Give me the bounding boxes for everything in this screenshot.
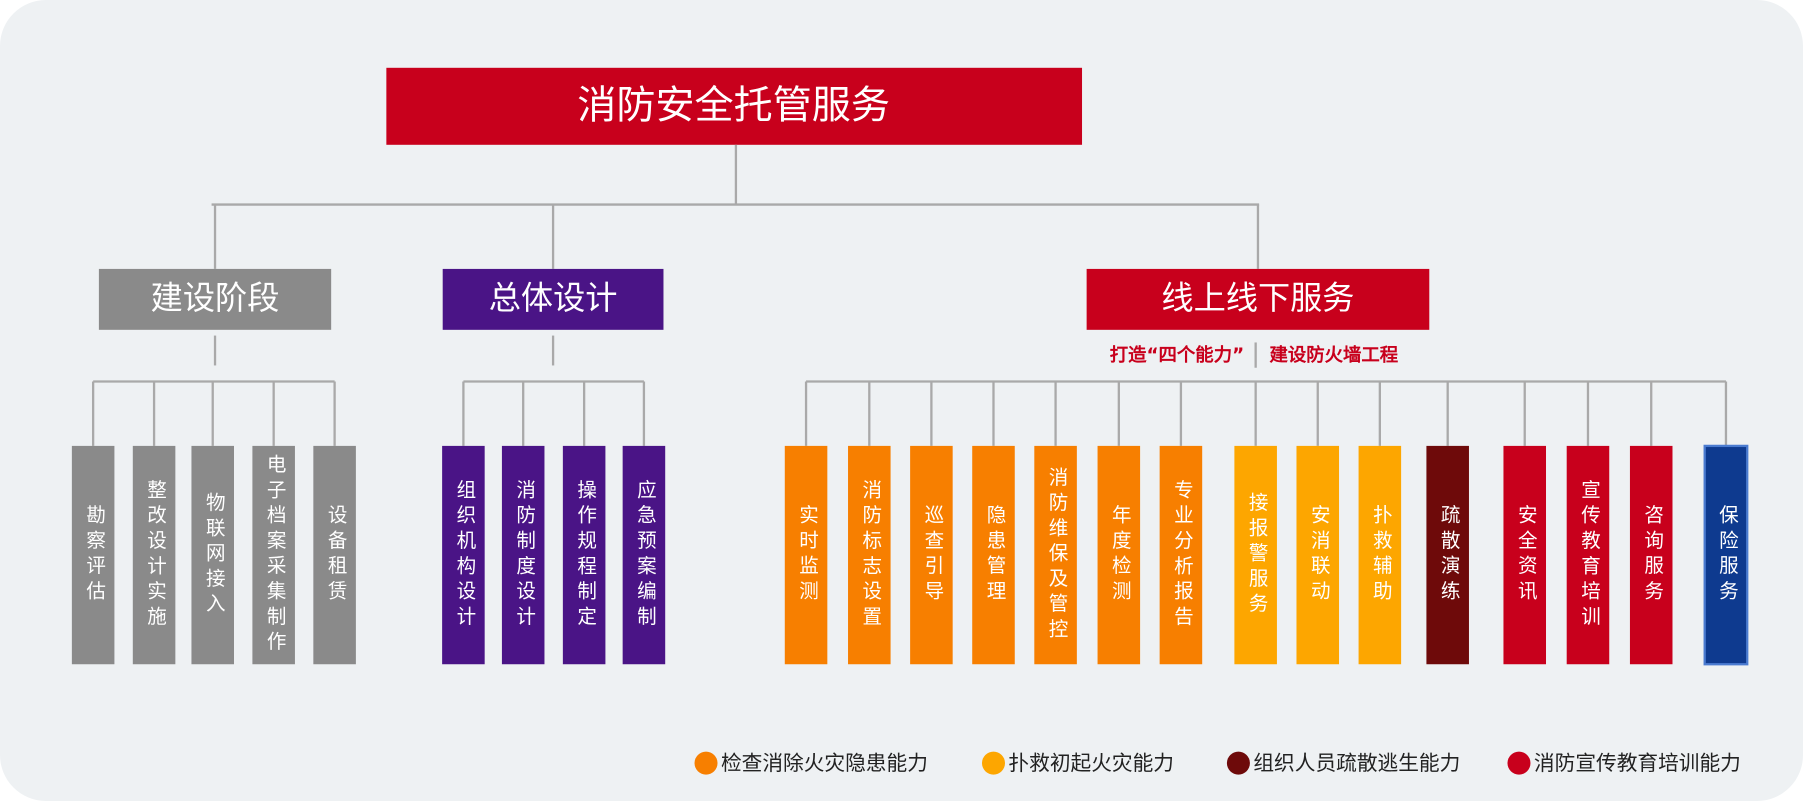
child-label: 安消联动	[1307, 505, 1330, 606]
child-box	[132, 445, 176, 665]
child-label: 接报警服务	[1245, 492, 1268, 618]
root-title: 消防安全托管服务	[577, 84, 890, 129]
child-box	[910, 445, 953, 665]
child-label: 消防制度设计	[513, 479, 536, 631]
child-box	[1034, 445, 1077, 665]
branch-label: 建设阶段	[151, 279, 280, 317]
legend-dot	[694, 751, 718, 775]
child-label: 专业分析报告	[1170, 479, 1193, 631]
subtitle: 打造“四个能力”	[1110, 344, 1244, 366]
child-label: 安全资讯	[1514, 505, 1537, 606]
child-box	[784, 445, 828, 665]
legend-label: 扑救初起火灾能力	[1008, 751, 1174, 775]
child-box	[848, 445, 891, 665]
child-box	[501, 445, 545, 665]
child-label: 勘察评估	[83, 505, 106, 606]
child-box	[1503, 445, 1547, 665]
child-box	[1629, 445, 1673, 665]
branch-box	[1086, 268, 1430, 330]
child-box	[1234, 445, 1277, 665]
child-label: 扑救辅助	[1369, 505, 1392, 606]
root-box	[386, 67, 1083, 145]
child-label: 电子档案采集制作	[263, 454, 286, 656]
branch-box	[442, 268, 664, 330]
child-label: 疏散演练	[1437, 505, 1460, 606]
branch-box	[98, 268, 332, 330]
child-box	[252, 445, 295, 665]
child-label: 应急预案编制	[633, 479, 656, 631]
child-box	[1296, 445, 1340, 665]
child-label: 咨询服务	[1641, 505, 1664, 606]
child-label: 组织机构设计	[453, 479, 476, 631]
branch-label: 总体设计	[489, 279, 618, 317]
child-label: 实时监测	[796, 505, 819, 606]
child-label: 整改设计实施	[144, 479, 167, 631]
legend-label: 消防宣传教育培训能力	[1534, 751, 1741, 775]
child-box	[1097, 445, 1141, 665]
legend-dot	[981, 751, 1005, 775]
child-box	[972, 445, 1015, 665]
child-box	[562, 445, 606, 665]
child-box	[313, 445, 356, 665]
legend-dot	[1226, 751, 1250, 775]
child-box	[191, 445, 234, 665]
child-label: 物联网接入	[202, 492, 225, 618]
child-box	[1566, 445, 1610, 665]
child-label: 消防标志设置	[859, 479, 882, 631]
child-label: 操作规程制定	[574, 479, 597, 631]
child-label: 设备租赁	[324, 505, 347, 606]
child-label: 隐患管理	[983, 505, 1006, 606]
subtitle: 建设防火墙工程	[1269, 344, 1398, 366]
child-box	[1159, 445, 1203, 665]
child-label: 巡查引导	[921, 505, 944, 606]
legend-dot	[1507, 751, 1531, 775]
child-box	[442, 445, 485, 665]
child-box	[622, 445, 666, 665]
legend-label: 组织人员疏散逃生能力	[1253, 751, 1460, 775]
child-label: 保险服务	[1715, 505, 1738, 606]
child-label: 年度检测	[1108, 505, 1131, 606]
child-box	[71, 445, 115, 665]
child-box	[1426, 445, 1469, 665]
child-label: 宣传教育培训	[1577, 479, 1600, 631]
child-box	[1358, 445, 1402, 665]
child-label: 消防维保及管控	[1045, 467, 1068, 644]
legend-label: 检查消除火灾隐患能力	[721, 751, 928, 775]
branch-label: 线上线下服务	[1161, 279, 1354, 317]
child-box	[1703, 444, 1749, 666]
